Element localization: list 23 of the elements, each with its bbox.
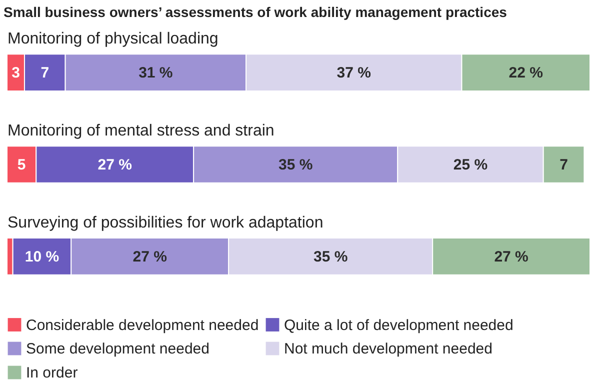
data-label: 35 % [313,248,348,266]
data-label: 7 [560,156,568,174]
data-label: 3 [12,64,20,82]
y-tick-label: Monitoring of mental stress and strain [8,122,274,140]
legend-label: Some development needed [26,340,210,358]
data-label: 37 % [336,64,371,82]
y-tick-label: Monitoring of physical loading [8,30,218,48]
data-label: 35 % [278,156,313,174]
data-label: 27 % [132,248,167,266]
legend-label: In order [26,364,78,382]
legend-label: Not much development needed [284,340,492,358]
data-label: 10 % [24,248,60,266]
data-label: 27 % [494,248,528,266]
text: Small business owners’ assessments of work ability management practices [4,4,508,20]
data-label: 27 % [98,156,132,174]
data-label: 25 % [453,156,488,174]
y-tick-label: Surveying of possibilities for work adaptation [8,214,324,232]
data-label: 31 % [138,64,173,82]
data-label: 22 % [508,64,543,82]
data-label: 5 [17,156,26,174]
data-label: 7 [40,64,50,82]
legend-label: Considerable development needed [26,316,259,334]
legend-label: Quite a lot of development needed [284,316,514,334]
